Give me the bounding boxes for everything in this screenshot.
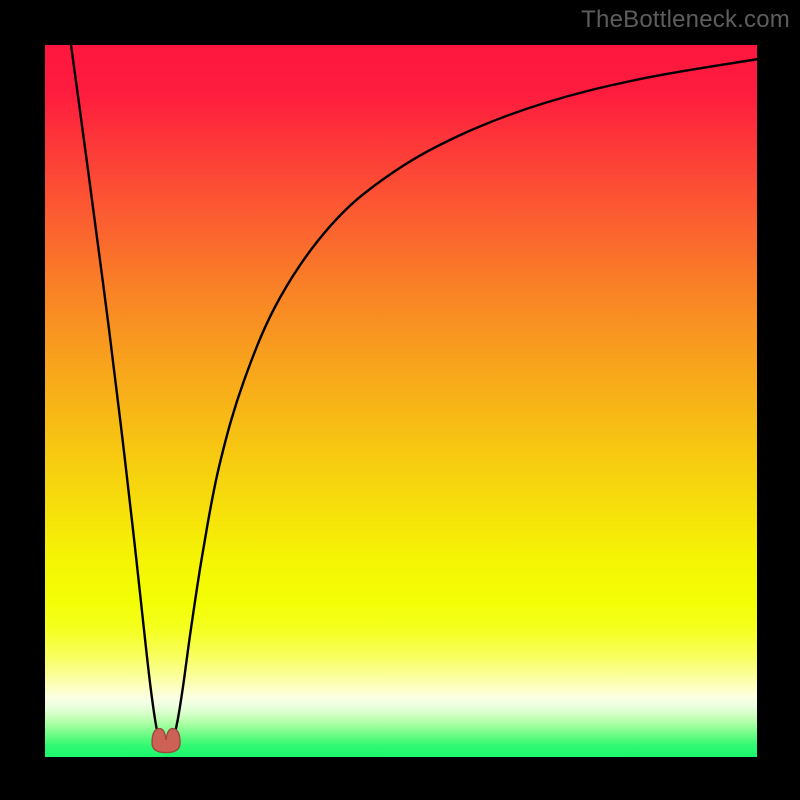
curve-left-branch xyxy=(64,45,159,739)
stage: TheBottleneck.com xyxy=(0,0,800,800)
watermark-text: TheBottleneck.com xyxy=(581,6,790,34)
plot-area xyxy=(45,45,757,757)
bottleneck-curve xyxy=(45,45,757,757)
curve-right-branch xyxy=(173,59,757,739)
